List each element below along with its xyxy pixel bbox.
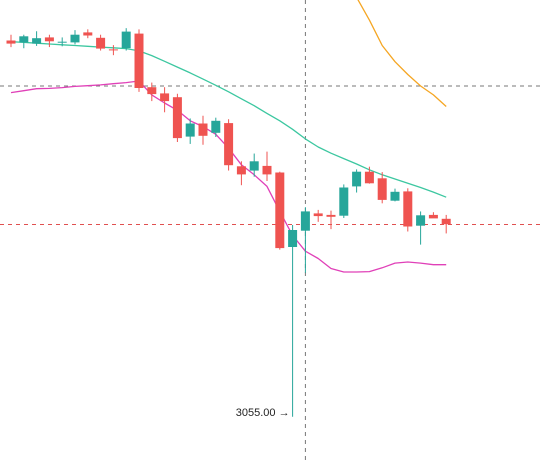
candle-body bbox=[224, 123, 234, 166]
candle bbox=[352, 169, 362, 193]
candle-body bbox=[172, 97, 182, 139]
candle bbox=[44, 34, 54, 48]
candle-body bbox=[121, 31, 131, 49]
upper-band-line bbox=[357, 0, 447, 107]
candle bbox=[428, 212, 438, 219]
candle-body bbox=[441, 218, 451, 225]
candle bbox=[288, 224, 298, 417]
candle-body bbox=[6, 40, 16, 44]
candle-body bbox=[198, 123, 208, 136]
candle-body bbox=[19, 36, 29, 43]
annotations: 3055.00 → bbox=[236, 407, 290, 419]
candle bbox=[108, 45, 118, 56]
candle bbox=[236, 161, 246, 186]
candle-body bbox=[83, 32, 93, 36]
candle bbox=[198, 115, 208, 145]
candle bbox=[403, 188, 413, 232]
candle-body bbox=[96, 37, 106, 49]
candle-body bbox=[262, 165, 272, 175]
lower-band-line bbox=[10, 80, 447, 273]
candle bbox=[211, 117, 221, 137]
candle bbox=[377, 172, 387, 204]
candle-body bbox=[70, 34, 80, 43]
candle bbox=[96, 34, 106, 51]
candle bbox=[134, 29, 144, 92]
candle-body bbox=[275, 172, 285, 249]
candle-body bbox=[147, 87, 157, 95]
candle bbox=[364, 166, 374, 184]
middle-band-line bbox=[10, 41, 447, 198]
candle bbox=[70, 30, 80, 45]
candle bbox=[185, 118, 195, 144]
candle bbox=[313, 209, 323, 222]
candle-body bbox=[236, 166, 246, 175]
low-price-label: 3055.00 → bbox=[236, 407, 290, 419]
candle bbox=[160, 87, 170, 113]
candle bbox=[416, 211, 426, 245]
candle-body bbox=[390, 191, 400, 201]
candle-body bbox=[339, 187, 349, 216]
candle-body bbox=[313, 213, 323, 217]
candle bbox=[326, 210, 336, 230]
candle bbox=[300, 207, 310, 273]
candle bbox=[224, 119, 234, 171]
candle-body bbox=[32, 38, 42, 44]
candle-body bbox=[416, 215, 426, 226]
candle-body bbox=[108, 49, 118, 51]
candle bbox=[6, 34, 16, 48]
candle-body bbox=[403, 191, 413, 227]
candle bbox=[275, 171, 285, 250]
candle-body bbox=[44, 37, 54, 42]
candle-body bbox=[364, 171, 374, 184]
candle-body bbox=[326, 214, 336, 217]
candle bbox=[172, 93, 182, 142]
candle-body bbox=[377, 178, 387, 200]
candle-body bbox=[288, 230, 298, 247]
candle bbox=[249, 153, 259, 177]
candle bbox=[147, 82, 157, 102]
candle bbox=[121, 28, 131, 51]
candle-body bbox=[134, 33, 144, 88]
candle bbox=[339, 184, 349, 218]
candle bbox=[390, 188, 400, 202]
candle bbox=[32, 31, 42, 46]
candle-body bbox=[300, 211, 310, 231]
candle-body bbox=[160, 93, 170, 102]
candle-body bbox=[57, 41, 67, 43]
candle bbox=[262, 151, 272, 181]
candles bbox=[6, 28, 451, 417]
candle-body bbox=[428, 214, 438, 219]
candle bbox=[19, 34, 29, 49]
candle-body bbox=[249, 161, 259, 171]
candle-body bbox=[211, 120, 221, 133]
candle-body bbox=[185, 123, 195, 137]
candle bbox=[441, 214, 451, 234]
candle bbox=[83, 29, 93, 39]
candle bbox=[57, 37, 67, 47]
candle-body bbox=[352, 171, 362, 187]
